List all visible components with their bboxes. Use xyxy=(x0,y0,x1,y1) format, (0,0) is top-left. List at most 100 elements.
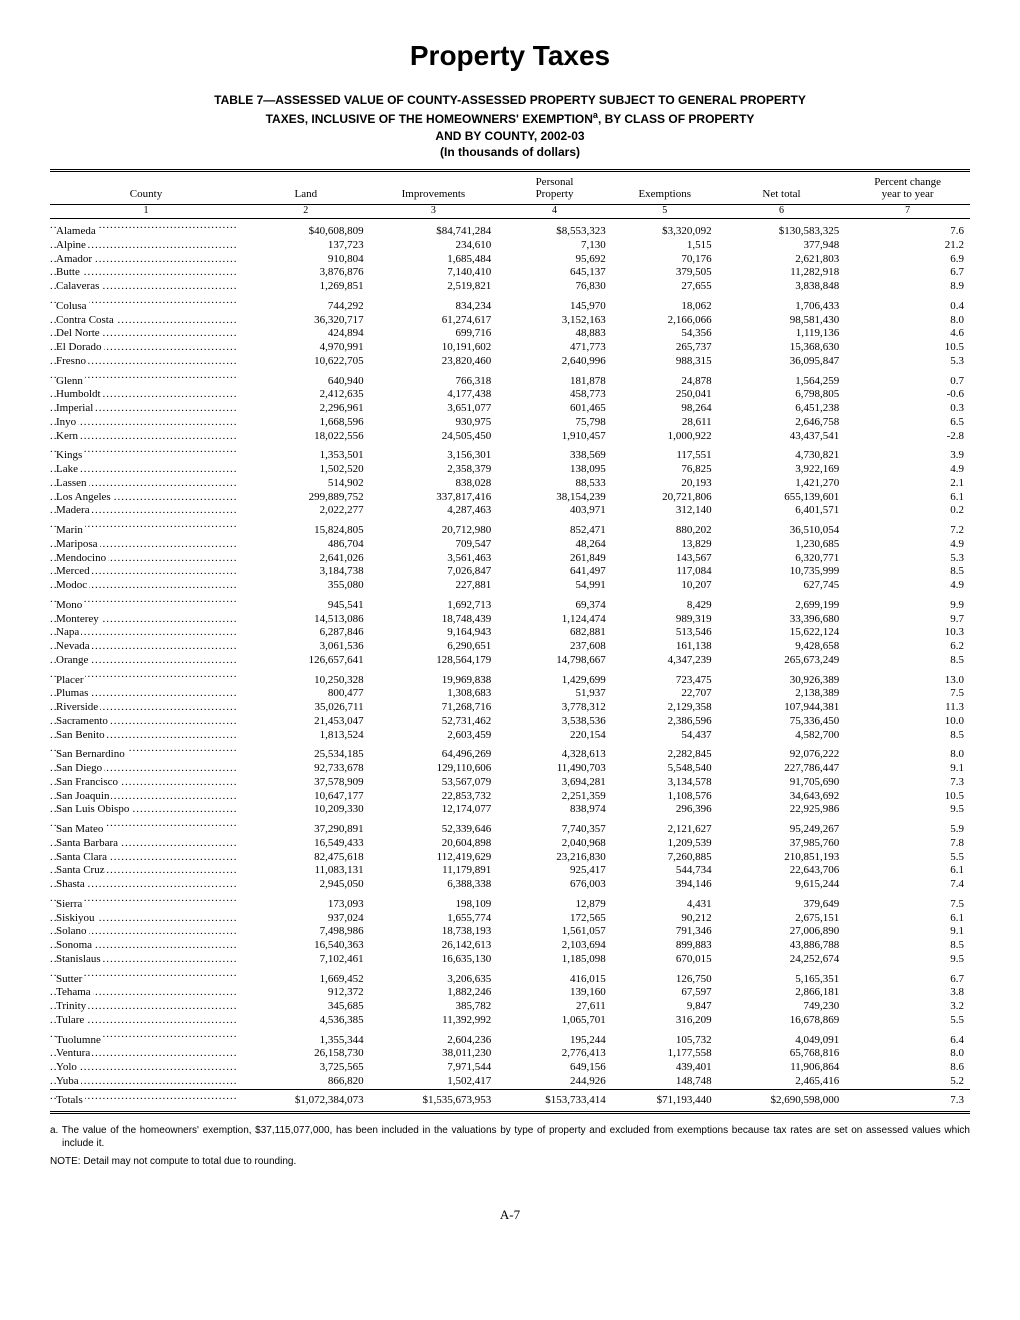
value-cell: 838,974 xyxy=(497,803,612,817)
value-cell: 8.5 xyxy=(845,565,970,579)
table-row: Riverside35,026,71171,268,7163,778,3122,… xyxy=(50,701,970,715)
col-header: PersonalProperty xyxy=(497,171,612,205)
value-cell: 10,250,328 xyxy=(242,668,370,688)
value-cell: 27,006,890 xyxy=(718,925,846,939)
value-cell: 641,497 xyxy=(497,565,612,579)
value-cell: 11,282,918 xyxy=(718,266,846,280)
value-cell: 13.0 xyxy=(845,668,970,688)
value-cell: 6.2 xyxy=(845,640,970,654)
county-cell: Tuolumne xyxy=(50,1028,242,1048)
table-row: Butte3,876,8767,140,410645,137379,50511,… xyxy=(50,266,970,280)
value-cell: 355,080 xyxy=(242,579,370,593)
value-cell: 51,937 xyxy=(497,687,612,701)
county-cell: Plumas xyxy=(50,687,242,701)
value-cell: 6.9 xyxy=(845,253,970,267)
table-row: Mariposa486,704709,54748,26413,8291,230,… xyxy=(50,538,970,552)
value-cell: 36,095,847 xyxy=(718,355,846,369)
col-number: 3 xyxy=(370,205,498,219)
value-cell: 52,731,462 xyxy=(370,715,498,729)
value-cell: 20,712,980 xyxy=(370,518,498,538)
value-cell: 36,320,717 xyxy=(242,314,370,328)
col-header: County xyxy=(50,171,242,205)
value-cell: 7,740,357 xyxy=(497,817,612,837)
value-cell: 3,838,848 xyxy=(718,280,846,294)
county-cell: Kern xyxy=(50,430,242,444)
value-cell: 69,374 xyxy=(497,593,612,613)
value-cell: 1,124,474 xyxy=(497,613,612,627)
value-cell: 1,561,057 xyxy=(497,925,612,939)
value-cell: 20,193 xyxy=(612,477,718,491)
value-cell: 210,851,193 xyxy=(718,851,846,865)
county-cell: Tulare xyxy=(50,1014,242,1028)
county-cell: Colusa xyxy=(50,294,242,314)
table-row: Yolo3,725,5657,971,544649,156439,40111,9… xyxy=(50,1061,970,1075)
value-cell: 7.6 xyxy=(845,219,970,239)
value-cell: 3,651,077 xyxy=(370,402,498,416)
table-body: Alameda$40,608,809$84,741,284$8,553,323$… xyxy=(50,219,970,1113)
value-cell: 3,561,463 xyxy=(370,552,498,566)
value-cell: 61,274,617 xyxy=(370,314,498,328)
value-cell: 3,725,565 xyxy=(242,1061,370,1075)
county-cell: Mendocino xyxy=(50,552,242,566)
value-cell: 1,685,484 xyxy=(370,253,498,267)
value-cell: 791,346 xyxy=(612,925,718,939)
value-cell: 4,328,613 xyxy=(497,742,612,762)
value-cell: 12,879 xyxy=(497,892,612,912)
value-cell: 36,510,054 xyxy=(718,518,846,538)
value-cell: 4,431 xyxy=(612,892,718,912)
value-cell: 385,782 xyxy=(370,1000,498,1014)
county-cell: Del Norte xyxy=(50,327,242,341)
value-cell: 5.3 xyxy=(845,552,970,566)
value-cell: 7,140,410 xyxy=(370,266,498,280)
value-cell: 11,392,992 xyxy=(370,1014,498,1028)
value-cell: 6.1 xyxy=(845,912,970,926)
table-row: Trinity345,685385,78227,6119,847749,2303… xyxy=(50,1000,970,1014)
table-row: Calaveras1,269,8512,519,82176,83027,6553… xyxy=(50,280,970,294)
value-cell: 10,207 xyxy=(612,579,718,593)
value-cell: 9.1 xyxy=(845,925,970,939)
value-cell: 2,296,961 xyxy=(242,402,370,416)
value-cell: 3,778,312 xyxy=(497,701,612,715)
value-cell: 2,641,026 xyxy=(242,552,370,566)
value-cell: 4.6 xyxy=(845,327,970,341)
value-cell: 1,230,685 xyxy=(718,538,846,552)
value-cell: 601,465 xyxy=(497,402,612,416)
value-cell: 244,926 xyxy=(497,1075,612,1089)
county-cell: San Mateo xyxy=(50,817,242,837)
value-cell: 14,513,086 xyxy=(242,613,370,627)
value-cell: 2,519,821 xyxy=(370,280,498,294)
value-cell: 379,505 xyxy=(612,266,718,280)
value-cell: 24,252,674 xyxy=(718,953,846,967)
value-cell: 25,534,185 xyxy=(242,742,370,762)
table-row: Tuolumne1,355,3442,604,236195,244105,732… xyxy=(50,1028,970,1048)
table-row: Napa6,287,8469,164,943682,881513,54615,6… xyxy=(50,626,970,640)
value-cell: 23,820,460 xyxy=(370,355,498,369)
value-cell: 930,975 xyxy=(370,416,498,430)
footnote-a: a. The value of the homeowners' exemptio… xyxy=(50,1124,970,1150)
value-cell: 21.2 xyxy=(845,239,970,253)
table-row: San Mateo37,290,89152,339,6467,740,3572,… xyxy=(50,817,970,837)
county-cell: Humboldt xyxy=(50,388,242,402)
value-cell: 627,745 xyxy=(718,579,846,593)
county-cell: Sacramento xyxy=(50,715,242,729)
county-cell: Madera xyxy=(50,504,242,518)
value-cell: 2,022,277 xyxy=(242,504,370,518)
value-cell: 1,421,270 xyxy=(718,477,846,491)
county-cell: Santa Barbara xyxy=(50,837,242,851)
value-cell: 227,881 xyxy=(370,579,498,593)
value-cell: 54,437 xyxy=(612,729,718,743)
value-cell: 11,906,864 xyxy=(718,1061,846,1075)
value-cell: 0.2 xyxy=(845,504,970,518)
value-cell: 910,804 xyxy=(242,253,370,267)
table-row: Los Angeles299,889,752337,817,41638,154,… xyxy=(50,491,970,505)
value-cell: 1,269,851 xyxy=(242,280,370,294)
table-row: Placer10,250,32819,969,8381,429,699723,4… xyxy=(50,668,970,688)
table-row: Santa Clara82,475,618112,419,62923,216,8… xyxy=(50,851,970,865)
table-row: Mono945,5411,692,71369,3748,4292,699,199… xyxy=(50,593,970,613)
value-cell: 11,179,891 xyxy=(370,864,498,878)
value-cell: $84,741,284 xyxy=(370,219,498,239)
value-cell: 1,185,098 xyxy=(497,953,612,967)
value-cell: 645,137 xyxy=(497,266,612,280)
value-cell: 14,798,667 xyxy=(497,654,612,668)
county-cell: Merced xyxy=(50,565,242,579)
